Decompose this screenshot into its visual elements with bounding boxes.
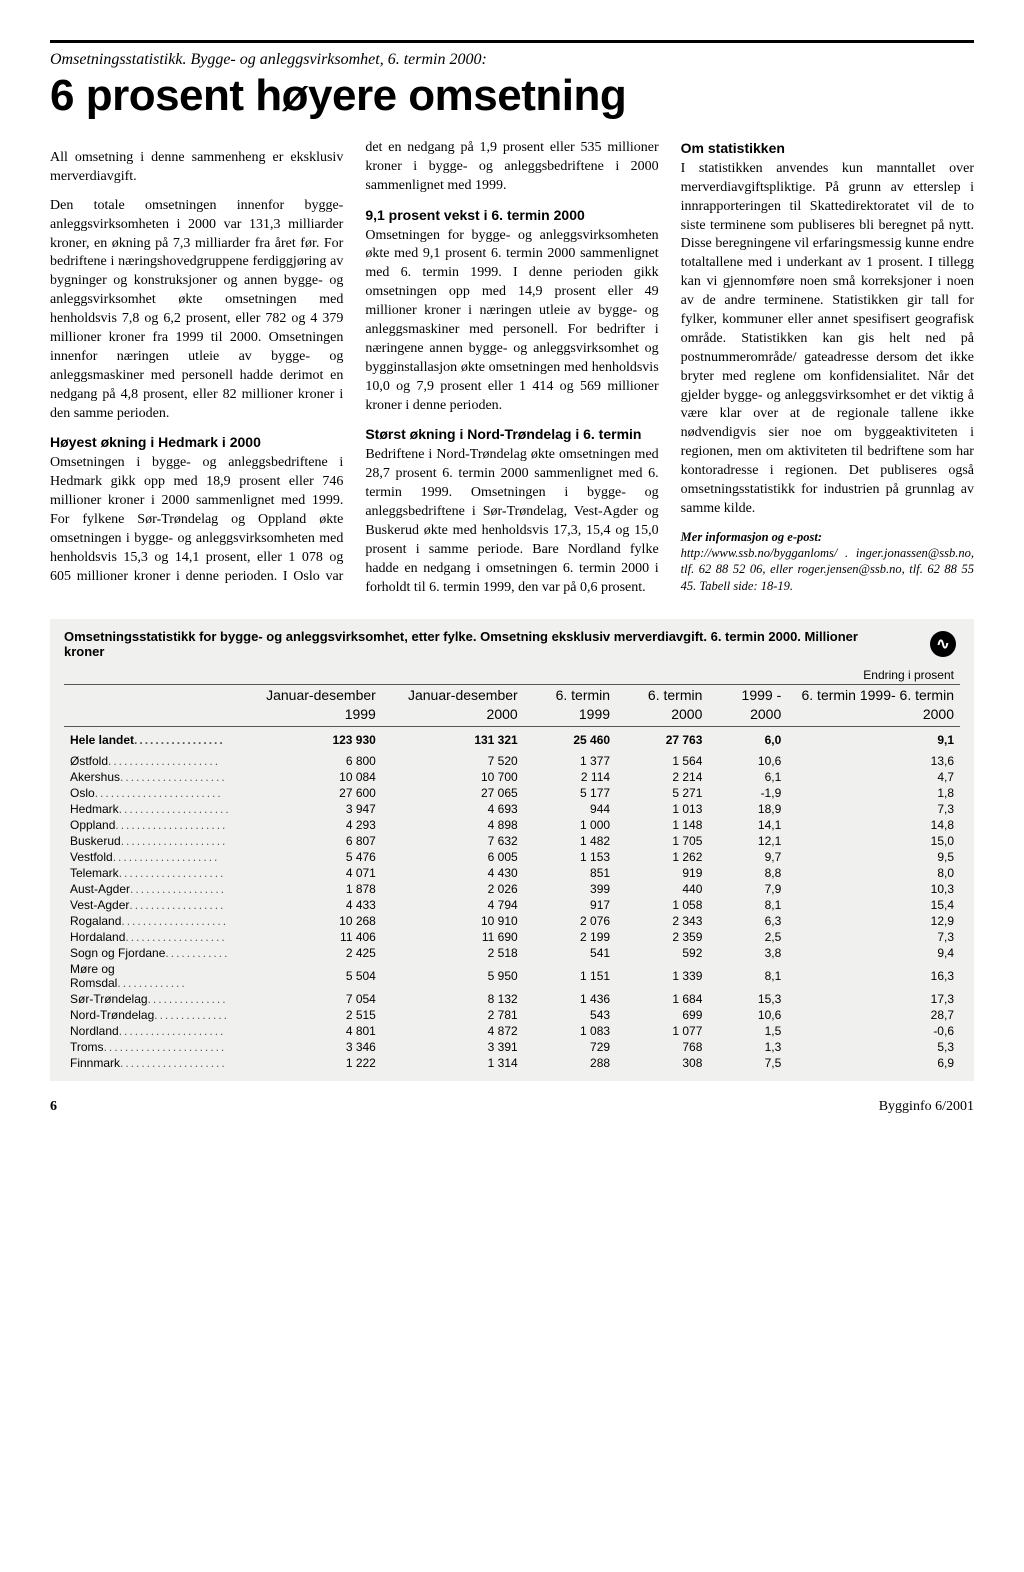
col-jan-des-2000: Januar-desember 2000 [382,685,524,727]
table-row: Møre og Romsdal.............5 5045 9501 … [64,961,960,991]
col-endring-termin: 6. termin 1999- 6. termin 2000 [787,685,960,727]
table-row: Sør-Trøndelag...............7 0548 1321 … [64,991,960,1007]
top-rule [50,40,974,43]
table-row: Nordland....................4 8014 8721 … [64,1023,960,1039]
more-info: Mer informasjon og e-post: http://www.ssb… [681,529,974,594]
table-row: Akershus....................10 08410 700… [64,769,960,785]
table-row: Vest-Agder..................4 4334 79491… [64,897,960,913]
table-row: Oppland.....................4 2934 8981 … [64,817,960,833]
more-info-heading: Mer informasjon og e-post: [681,530,822,544]
col-group-endring: Endring i prosent [708,667,960,685]
table-row: Sogn og Fjordane............2 4252 51854… [64,945,960,961]
ssb-logo-icon: ∿ [930,631,956,657]
body-p2: Den totale omsetningen innenfor bygge- a… [50,197,343,424]
table-title: Omsetningsstatistikk for bygge- og anleg… [64,629,884,659]
section-heading-vekst: 9,1 prosent vekst i 6. termin 2000 [365,206,658,225]
col-termin-1999: 6. termin 1999 [524,685,616,727]
col-endring-1999-2000: 1999 - 2000 [708,685,787,727]
table-row: Buskerud....................6 8077 6321 … [64,833,960,849]
section-heading-nordtrondelag: Størst økning i Nord-Trøndelag i 6. term… [365,425,658,444]
section-heading-om-statistikken: Om statistikken [681,139,974,158]
col-termin-2000: 6. termin 2000 [616,685,708,727]
headline: 6 prosent høyere omsetning [50,71,974,121]
table-row: Nord-Trøndelag..............2 5152 78154… [64,1007,960,1023]
table-row: Aust-Agder..................1 8782 02639… [64,881,960,897]
table-row: Østfold.....................6 8007 5201 … [64,753,960,769]
col-jan-des-1999: Januar-desember 1999 [240,685,382,727]
table-row: Oslo........................27 60027 065… [64,785,960,801]
more-info-text: http://www.ssb.no/bygganloms/ . inger.jo… [681,546,974,593]
body-p6: I statistikken anvendes kun manntallet o… [681,160,974,519]
table-row: Rogaland....................10 26810 910… [64,913,960,929]
table-row: Hordaland...................11 40611 690… [64,929,960,945]
table-row: Vestfold....................5 4766 0051 … [64,849,960,865]
subtitle: Omsetningsstatistikk. Bygge- og anleggsv… [50,51,974,69]
stats-table-block: ∿ Omsetningsstatistikk for bygge- og anl… [50,619,974,1081]
publication-ref: Bygginfo 6/2001 [879,1099,974,1115]
page-number: 6 [50,1099,57,1115]
table-header-row: Januar-desember 1999 Januar-desember 200… [64,685,960,727]
section-heading-hedmark: Høyest økning i Hedmark i 2000 [50,433,343,452]
body-p4: Omsetningen for bygge- og anleggsvirksom… [365,227,658,416]
body-p1: All omsetning i denne sammenheng er eksk… [50,149,343,187]
article-body: All omsetning i denne sammenheng er eksk… [50,139,974,599]
body-p5: Bedriftene i Nord-Trøndelag økte omsetni… [365,446,658,597]
table-row-total: Hele landet.................123 930131 3… [64,727,960,754]
table-row: Troms.......................3 3463 39172… [64,1039,960,1055]
table-row: Telemark....................4 0714 43085… [64,865,960,881]
stats-table: Endring i prosent Januar-desember 1999 J… [64,667,960,1071]
page-footer: 6 Bygginfo 6/2001 [50,1099,974,1115]
table-row: Finnmark....................1 2221 31428… [64,1055,960,1071]
table-row: Hedmark.....................3 9474 69394… [64,801,960,817]
